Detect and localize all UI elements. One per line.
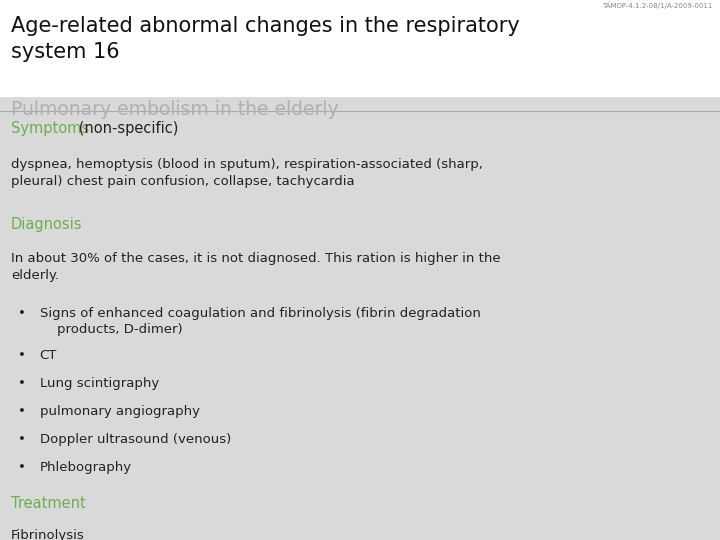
Text: Doppler ultrasound (venous): Doppler ultrasound (venous) (40, 433, 231, 446)
Text: Diagnosis: Diagnosis (11, 217, 82, 232)
Text: •: • (18, 349, 26, 362)
Text: •: • (18, 405, 26, 418)
Text: Lung scintigraphy: Lung scintigraphy (40, 377, 159, 390)
Text: (non-specific): (non-specific) (74, 122, 179, 137)
Text: TÁMOP-4.1.2-08/1/A-2009-0011: TÁMOP-4.1.2-08/1/A-2009-0011 (603, 1, 713, 9)
Text: pulmonary angiography: pulmonary angiography (40, 405, 199, 418)
Text: Treatment: Treatment (11, 496, 86, 511)
Text: •: • (18, 307, 26, 320)
Text: •: • (18, 377, 26, 390)
Text: Age-related abnormal changes in the respiratory
system 16: Age-related abnormal changes in the resp… (11, 16, 520, 62)
Text: In about 30% of the cases, it is not diagnosed. This ration is higher in the
eld: In about 30% of the cases, it is not dia… (11, 252, 500, 282)
Text: dyspnea, hemoptysis (blood in sputum), respiration-associated (sharp,
pleural) c: dyspnea, hemoptysis (blood in sputum), r… (11, 158, 482, 188)
Text: Phlebography: Phlebography (40, 461, 132, 474)
Text: Signs of enhanced coagulation and fibrinolysis (fibrin degradation
    products,: Signs of enhanced coagulation and fibrin… (40, 307, 480, 336)
Text: •: • (18, 433, 26, 446)
Text: •: • (18, 461, 26, 474)
Text: CT: CT (40, 349, 57, 362)
Text: Symptoms: Symptoms (11, 122, 89, 137)
Text: Fibrinolysis: Fibrinolysis (11, 529, 84, 540)
Text: Pulmonary embolism in the elderly: Pulmonary embolism in the elderly (11, 100, 338, 119)
FancyBboxPatch shape (0, 0, 720, 97)
